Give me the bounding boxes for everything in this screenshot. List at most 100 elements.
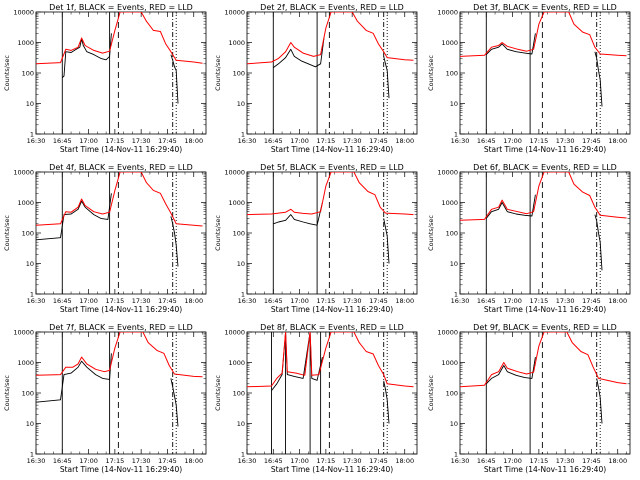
x-tick-label: 17:30 (556, 137, 575, 145)
series-events (273, 202, 323, 226)
x-tick-label: 18:00 (395, 457, 414, 465)
y-tick-label: 10 (26, 100, 34, 108)
plot-frame (246, 11, 418, 135)
x-axis-label: Start Time (14-Nov-11 16:29:40) (484, 145, 606, 154)
series-events (485, 194, 536, 219)
y-tick-label: 10 (26, 420, 34, 428)
x-tick-label: 16:45 (53, 137, 72, 145)
y-tick-label: 10 (450, 100, 458, 108)
x-tick-label: 17:15 (529, 137, 548, 145)
y-tick-label: 1 (30, 290, 34, 298)
x-tick-label: 16:30 (451, 137, 470, 145)
x-tick-label: 18:00 (184, 457, 203, 465)
x-tick-label: 17:30 (556, 457, 575, 465)
y-tick-label: 10000 (224, 328, 245, 336)
plot-data (460, 12, 627, 134)
y-tick-label: 10000 (224, 168, 245, 176)
y-tick-label: 1000 (228, 199, 245, 207)
y-tick-label: 1 (454, 290, 458, 298)
x-tick-label: 17:00 (290, 457, 309, 465)
y-tick-label: 100 (446, 389, 458, 397)
panel-title: Det 5f, BLACK = Events, RED = LLD (260, 163, 404, 172)
series-lld (247, 12, 414, 65)
x-tick-label: 17:15 (316, 457, 335, 465)
series-events (170, 216, 179, 267)
x-tick-label: 17:30 (132, 457, 151, 465)
panel-det-1: Det 1f, BLACK = Events, RED = LLD 1 10 100 1… (3, 3, 207, 154)
panel-det-9: Det 9f, BLACK = Events, RED = LLD 1 10 100 1… (427, 323, 631, 474)
plot-data (460, 332, 627, 454)
y-tick-label: 100 (446, 69, 458, 77)
x-axis-label: Start Time (14-Nov-11 16:29:40) (484, 465, 606, 474)
y-tick-label: 10000 (437, 8, 458, 16)
x-tick-label: 17:45 (369, 137, 388, 145)
y-tick-label: 10000 (437, 168, 458, 176)
series-lld (36, 12, 203, 65)
y-tick-label: 1000 (441, 39, 458, 47)
x-tick-label: 17:00 (290, 297, 309, 305)
y-tick-label: 100 (233, 229, 245, 237)
x-tick-label: 17:15 (105, 137, 124, 145)
y-tick-label: 1 (241, 450, 245, 458)
panel-title: Det 2f, BLACK = Events, RED = LLD (260, 3, 404, 12)
y-tick-label: 1 (30, 450, 34, 458)
y-tick-label: 10 (237, 100, 245, 108)
y-tick-label: 1000 (17, 39, 34, 47)
y-axis-label: Counts/sec (3, 215, 11, 251)
panel-det-4: Det 4f, BLACK = Events, RED = LLD 1 10 100 1… (3, 163, 207, 314)
x-tick-label: 17:15 (316, 137, 335, 145)
panel-title: Det 1f, BLACK = Events, RED = LLD (49, 3, 193, 12)
x-tick-label: 17:45 (582, 457, 601, 465)
x-axis-label: Start Time (14-Nov-11 16:29:40) (484, 305, 606, 314)
x-tick-label: 17:45 (582, 137, 601, 145)
series-events (273, 37, 325, 68)
y-tick-label: 10 (450, 260, 458, 268)
x-tick-label: 17:45 (582, 297, 601, 305)
panel-title: Det 4f, BLACK = Events, RED = LLD (49, 163, 193, 172)
series-events (170, 54, 179, 104)
plot-data (247, 172, 414, 294)
y-tick-label: 100 (446, 229, 458, 237)
series-events (36, 193, 112, 241)
x-tick-label: 17:15 (529, 457, 548, 465)
plot-data (36, 172, 203, 294)
x-tick-label: 16:30 (27, 457, 46, 465)
x-tick-label: 17:45 (158, 297, 177, 305)
series-events (594, 51, 603, 107)
x-tick-label: 16:30 (27, 137, 46, 145)
x-tick-label: 17:00 (503, 137, 522, 145)
y-tick-label: 1000 (228, 359, 245, 367)
x-tick-label: 17:30 (132, 297, 151, 305)
plot-data (36, 332, 203, 454)
series-events (383, 56, 390, 99)
x-tick-label: 18:00 (608, 457, 627, 465)
series-lld (36, 332, 203, 378)
y-axis-label: Counts/sec (427, 215, 435, 251)
y-tick-label: 1 (454, 450, 458, 458)
x-tick-label: 17:30 (343, 457, 362, 465)
x-tick-label: 17:00 (290, 137, 309, 145)
plot-data (460, 172, 627, 294)
series-events (596, 378, 603, 424)
y-tick-label: 1000 (17, 359, 34, 367)
series-events (170, 378, 179, 427)
plot-data (247, 332, 414, 454)
x-axis-label: Start Time (14-Nov-11 16:29:40) (60, 305, 182, 314)
y-tick-label: 10000 (13, 168, 34, 176)
x-tick-label: 16:45 (477, 297, 496, 305)
x-axis-label: Start Time (14-Nov-11 16:29:40) (271, 145, 393, 154)
x-tick-label: 18:00 (395, 137, 414, 145)
y-axis-label: Counts/sec (3, 375, 11, 411)
series-lld (36, 172, 203, 227)
y-tick-label: 1 (454, 130, 458, 138)
y-tick-label: 1 (241, 130, 245, 138)
panel-title: Det 6f, BLACK = Events, RED = LLD (473, 163, 617, 172)
x-tick-label: 17:15 (529, 297, 548, 305)
y-tick-label: 1000 (441, 359, 458, 367)
x-tick-label: 17:30 (132, 137, 151, 145)
y-tick-label: 10000 (437, 328, 458, 336)
y-tick-label: 100 (22, 229, 34, 237)
panel-title: Det 7f, BLACK = Events, RED = LLD (49, 323, 193, 332)
y-tick-label: 1000 (228, 39, 245, 47)
